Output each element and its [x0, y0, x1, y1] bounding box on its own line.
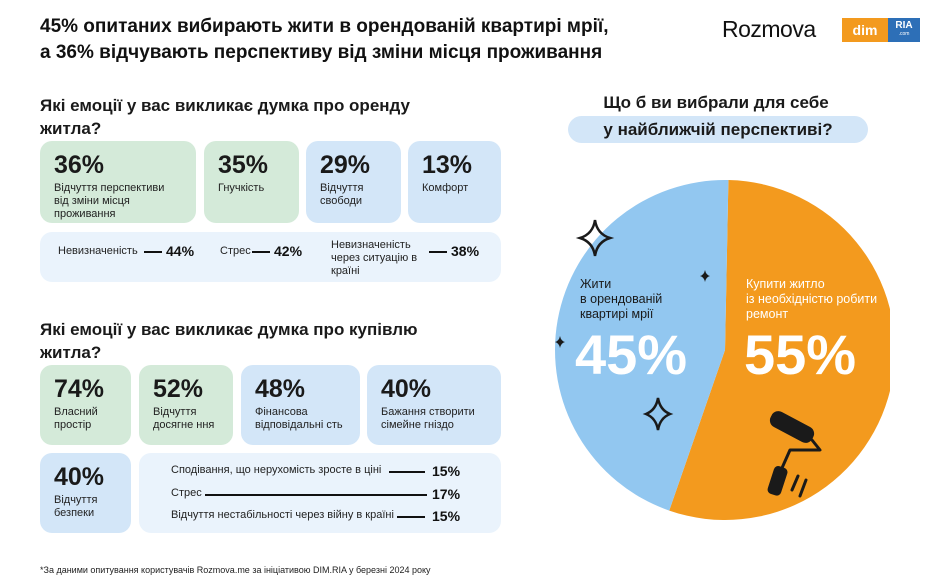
bar-item-value: 38%: [451, 243, 480, 259]
card-label: Фінансова відповідальні сть: [255, 406, 343, 431]
sparkle-icon: [555, 336, 565, 348]
pie-slice-value: 55%: [744, 323, 856, 386]
buy-card-responsibility: 48% Фінансова відповідальні сть: [241, 365, 360, 445]
bar-item-label: Сподівання, що нерухомість зросте в ціні: [171, 464, 382, 476]
bar-item-label: Невизначеність через ситуацію в країні: [331, 239, 418, 277]
card-label: Відчуття свободи: [320, 182, 364, 207]
bar-item-dash: [397, 516, 425, 518]
buy-card-family-nest: 40% Бажання створити сімейне гніздо: [367, 365, 501, 445]
pie-chart: Купити житло із необхідністю робити ремонт…: [555, 180, 890, 520]
paint-roller-icon: [767, 411, 822, 498]
buy-card-safety: 40% Відчуття безпеки: [40, 453, 131, 533]
card-label: Власний простір: [54, 406, 98, 431]
ria-logo-block: RIA .com: [888, 18, 920, 42]
buy-card-own-space: 74% Власний простір: [40, 365, 131, 445]
card-percent: 48%: [255, 375, 306, 403]
pie-slice-value: 45%: [575, 323, 687, 386]
buy-question-line-2: житла?: [40, 343, 102, 362]
bar-item-dash: [205, 494, 427, 496]
card-label: Відчуття безпеки: [54, 494, 98, 519]
card-percent: 29%: [320, 151, 371, 179]
bar-item-label: Стрес: [171, 487, 202, 499]
card-label: Відчуття досягне ння: [153, 406, 215, 431]
pie-slices: [555, 180, 890, 520]
pie-slice-1: [669, 180, 890, 520]
bar-item-label: Невизначеність: [58, 245, 138, 257]
title-line-1: 45% опитаних вибирають жити в орендовані…: [40, 16, 609, 37]
card-percent: 52%: [153, 375, 204, 403]
card-percent: 13%: [422, 151, 473, 179]
bar-item-value: 42%: [274, 243, 303, 259]
rent-card-freedom: 29% Відчуття свободи: [306, 141, 401, 223]
bar-item-label: Стрес: [220, 245, 251, 257]
chart-title-line-2: у найближчій перспективі?: [568, 116, 868, 143]
ria-logo-sub: .com: [898, 31, 910, 37]
rent-question-line-1: Які емоції у вас викликає думка про орен…: [40, 96, 410, 115]
pie-slice-label: Жити в орендованій квартирі мрії: [580, 277, 662, 321]
bar-item-dash: [429, 251, 447, 253]
pie-slice-0: [555, 180, 729, 511]
bar-item-value: 17%: [432, 486, 461, 502]
rent-question: Які емоції у вас викликає думка про орен…: [40, 94, 500, 140]
buy-question: Які емоції у вас викликає думка про купі…: [40, 318, 500, 364]
bar-item-dash: [252, 251, 270, 253]
sparkle-icon: [575, 219, 615, 257]
chart-title-line-1: Що б ви вибрали для себе: [603, 93, 829, 112]
bar-item-dash: [389, 471, 425, 473]
card-percent: 74%: [54, 375, 105, 403]
card-label: Комфорт: [422, 182, 469, 194]
ria-logo-text: RIA: [895, 20, 913, 31]
dim-ria-logo: dim RIA .com: [842, 18, 920, 42]
bar-item-value: 15%: [432, 463, 461, 479]
card-label: Гнучкість: [218, 182, 265, 194]
rent-card-comfort: 13% Комфорт: [408, 141, 501, 223]
card-percent: 35%: [218, 151, 269, 179]
buy-negative-emotions-bar: Сподівання, що нерухомість зросте в ціні…: [139, 453, 501, 533]
dim-logo-text: dim: [842, 18, 888, 42]
title-line-2: а 36% відчувають перспективу від зміни м…: [40, 42, 603, 63]
bar-item-dash: [144, 251, 162, 253]
footnote: *За даними опитування користувачів Rozmo…: [40, 565, 431, 575]
bar-item-value: 15%: [432, 508, 461, 524]
buy-question-line-1: Які емоції у вас викликає думка про купі…: [40, 320, 418, 339]
bar-item-label: Відчуття нестабільності через війну в кр…: [171, 509, 394, 521]
rent-question-line-2: житла?: [40, 119, 102, 138]
card-label: Бажання створити сімейне гніздо: [381, 406, 475, 431]
sparkle-icon: [700, 270, 710, 282]
rent-card-perspective: 36% Відчуття перспективи від зміни місця…: [40, 141, 196, 223]
card-percent: 36%: [54, 151, 105, 179]
bar-item-value: 44%: [166, 243, 195, 259]
rent-negative-emotions-bar: Невизначеність 44% Стрес 42% Невизначені…: [40, 232, 501, 282]
pie-slice-label: Купити житло із необхідністю робити ремонт: [746, 277, 877, 321]
rent-card-flexibility: 35% Гнучкість: [204, 141, 299, 223]
card-label: Відчуття перспективи від зміни місця про…: [54, 182, 165, 220]
sparkle-icon: [642, 397, 674, 431]
card-percent: 40%: [381, 375, 432, 403]
card-percent: 40%: [54, 463, 105, 491]
page-title: 45% опитаних вибирають жити в орендовані…: [40, 14, 680, 66]
buy-card-achievement: 52% Відчуття досягне ння: [139, 365, 233, 445]
rozmova-logo: Rozmova: [722, 16, 816, 42]
